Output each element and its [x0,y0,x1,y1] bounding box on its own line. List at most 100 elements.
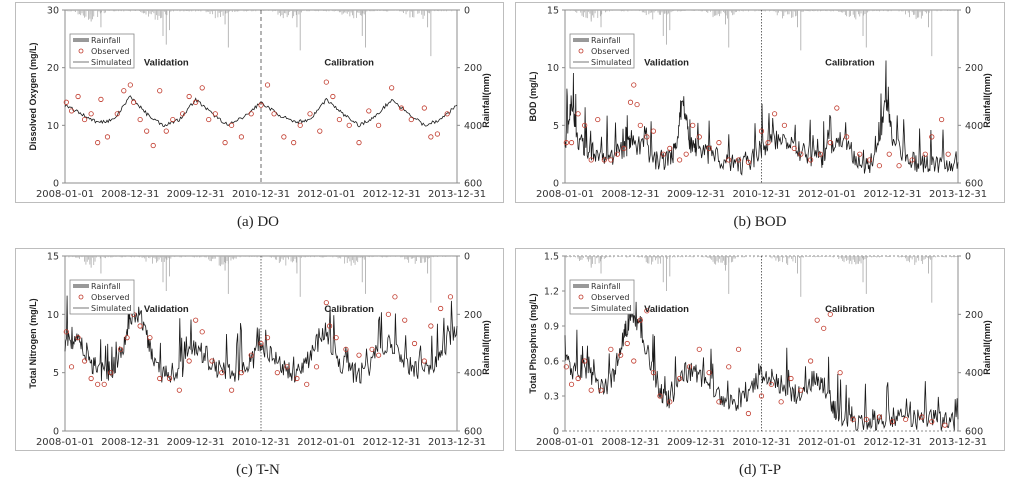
observed-point [291,140,297,146]
observed-point [582,358,588,364]
x-tick-label: 2013-12-31 [929,437,987,448]
y-axis-label: BOD (mg/L) [528,72,538,122]
observed-point [186,93,192,100]
caption-bod: (b) BOD [733,214,787,230]
observed-point [817,151,824,157]
observed-point [369,346,375,352]
observed-point [411,340,418,347]
observed-point [166,375,173,382]
y-tick-label: 1.5 [544,252,559,263]
observed-point [428,134,434,140]
rainfall-series [565,10,958,57]
observed-point [945,151,951,157]
panel-tp: 0 0.3 0.6 0.9 1.2 1.5 0 200 400 600 2008-01-01 2008… [515,248,1005,451]
y2-axis-label: Rainfall(mm) [481,320,491,375]
observed-point [330,93,336,100]
observed-point [563,364,569,370]
observed-point [627,99,634,105]
observed-point [866,157,873,163]
y2-tick-label: 600 [464,179,482,190]
y2-tick-label: 200 [464,310,482,321]
y-tick-label: 0 [553,179,559,190]
y2-tick-label: 600 [965,179,983,190]
observed-point [193,99,199,105]
observed-point [438,305,444,312]
legend-rainfall-swatch [573,38,589,42]
x-tick-label: 2009-12-31 [167,437,225,448]
panel-tn: 0 5 10 15 0 200 400 600 2008-01-01 2008-12-31 2009… [15,248,504,451]
observed-point [222,140,228,146]
observed-point [326,323,333,329]
legend-rainfall-swatch [73,284,89,288]
period-label-validation: Validation [144,57,189,68]
observed-point [186,358,192,364]
observed-point [248,111,254,117]
y-tick-label: 0 [553,427,559,438]
y2-tick-label: 200 [965,63,983,74]
observed-point [588,157,594,163]
legend-label-rainfall: Rainfall [591,282,621,291]
observed-point [121,88,127,94]
observed-point [212,111,218,117]
legend-label-observed: Observed [591,47,630,56]
observed-point [863,416,869,422]
observed-point [294,375,300,382]
observed-point [144,128,150,134]
observed-point [206,116,212,123]
observed-point [582,122,588,128]
observed-point [896,163,902,169]
observed-point [82,116,88,123]
period-label-validation: Validation [644,57,689,68]
legend-label-rainfall: Rainfall [91,282,121,291]
observed-point [706,145,712,151]
observed-point [588,387,594,393]
observed-point [902,416,909,422]
period-label-calibration: Calibration [825,304,875,315]
observed-point [229,122,235,128]
observed-point [726,157,732,163]
observed-point [346,122,352,128]
y-tick-label: 0 [53,179,59,190]
simulated-line [564,60,959,176]
observed-point [735,157,742,163]
observed-point [88,375,94,382]
observed-point [366,108,372,114]
x-tick-label: 2010-12-31 [232,437,290,448]
observed-point [258,102,264,108]
period-label-calibration: Calibration [825,57,875,68]
x-tick-label: 2010-12-31 [732,189,790,200]
observed-point [808,157,814,163]
y2-tick-label: 200 [464,63,482,74]
chart-do: 0 10 20 30 0 200 400 600 2008-01-01 2008-12-31 200… [28,6,491,201]
legend-label-simulated: Simulated [91,304,131,313]
observed-point [857,151,863,157]
x-tick-label: 2008-12-31 [601,437,659,448]
observed-point [768,381,774,387]
observed-point [323,79,329,85]
observed-series [563,308,948,428]
observed-point [650,370,657,376]
chart-tp: 0 0.3 0.6 0.9 1.2 1.5 0 200 400 600 2008-01-01 2008… [528,252,992,449]
observed-point [163,128,169,134]
observed-point [170,116,176,123]
observed-point [336,116,342,123]
observed-point [117,346,124,352]
observed-point [667,145,673,151]
legend-label-simulated: Simulated [591,58,631,67]
observed-point [385,311,391,317]
observed-point [176,387,182,393]
observed-point [199,329,205,335]
x-tick-label: 2012-01-01 [798,189,856,200]
legend: Rainfall Observed Simulated [569,33,635,69]
chart-tn: 0 5 10 15 0 200 400 600 2008-01-01 2008-12-31 2009… [28,252,491,449]
observed-point [876,414,882,420]
observed-point [408,116,414,123]
y-axis-label: Total Phosphrus (mg/L) [528,293,538,393]
caption-do: (a) DO [236,214,280,230]
y2-axis-label: Rainfall(mm) [481,73,491,128]
legend-label-observed: Observed [91,293,130,302]
observed-point [837,370,843,376]
observed-point [726,364,732,370]
x-tick-label: 2012-12-31 [863,189,921,200]
observed-point [827,311,833,317]
